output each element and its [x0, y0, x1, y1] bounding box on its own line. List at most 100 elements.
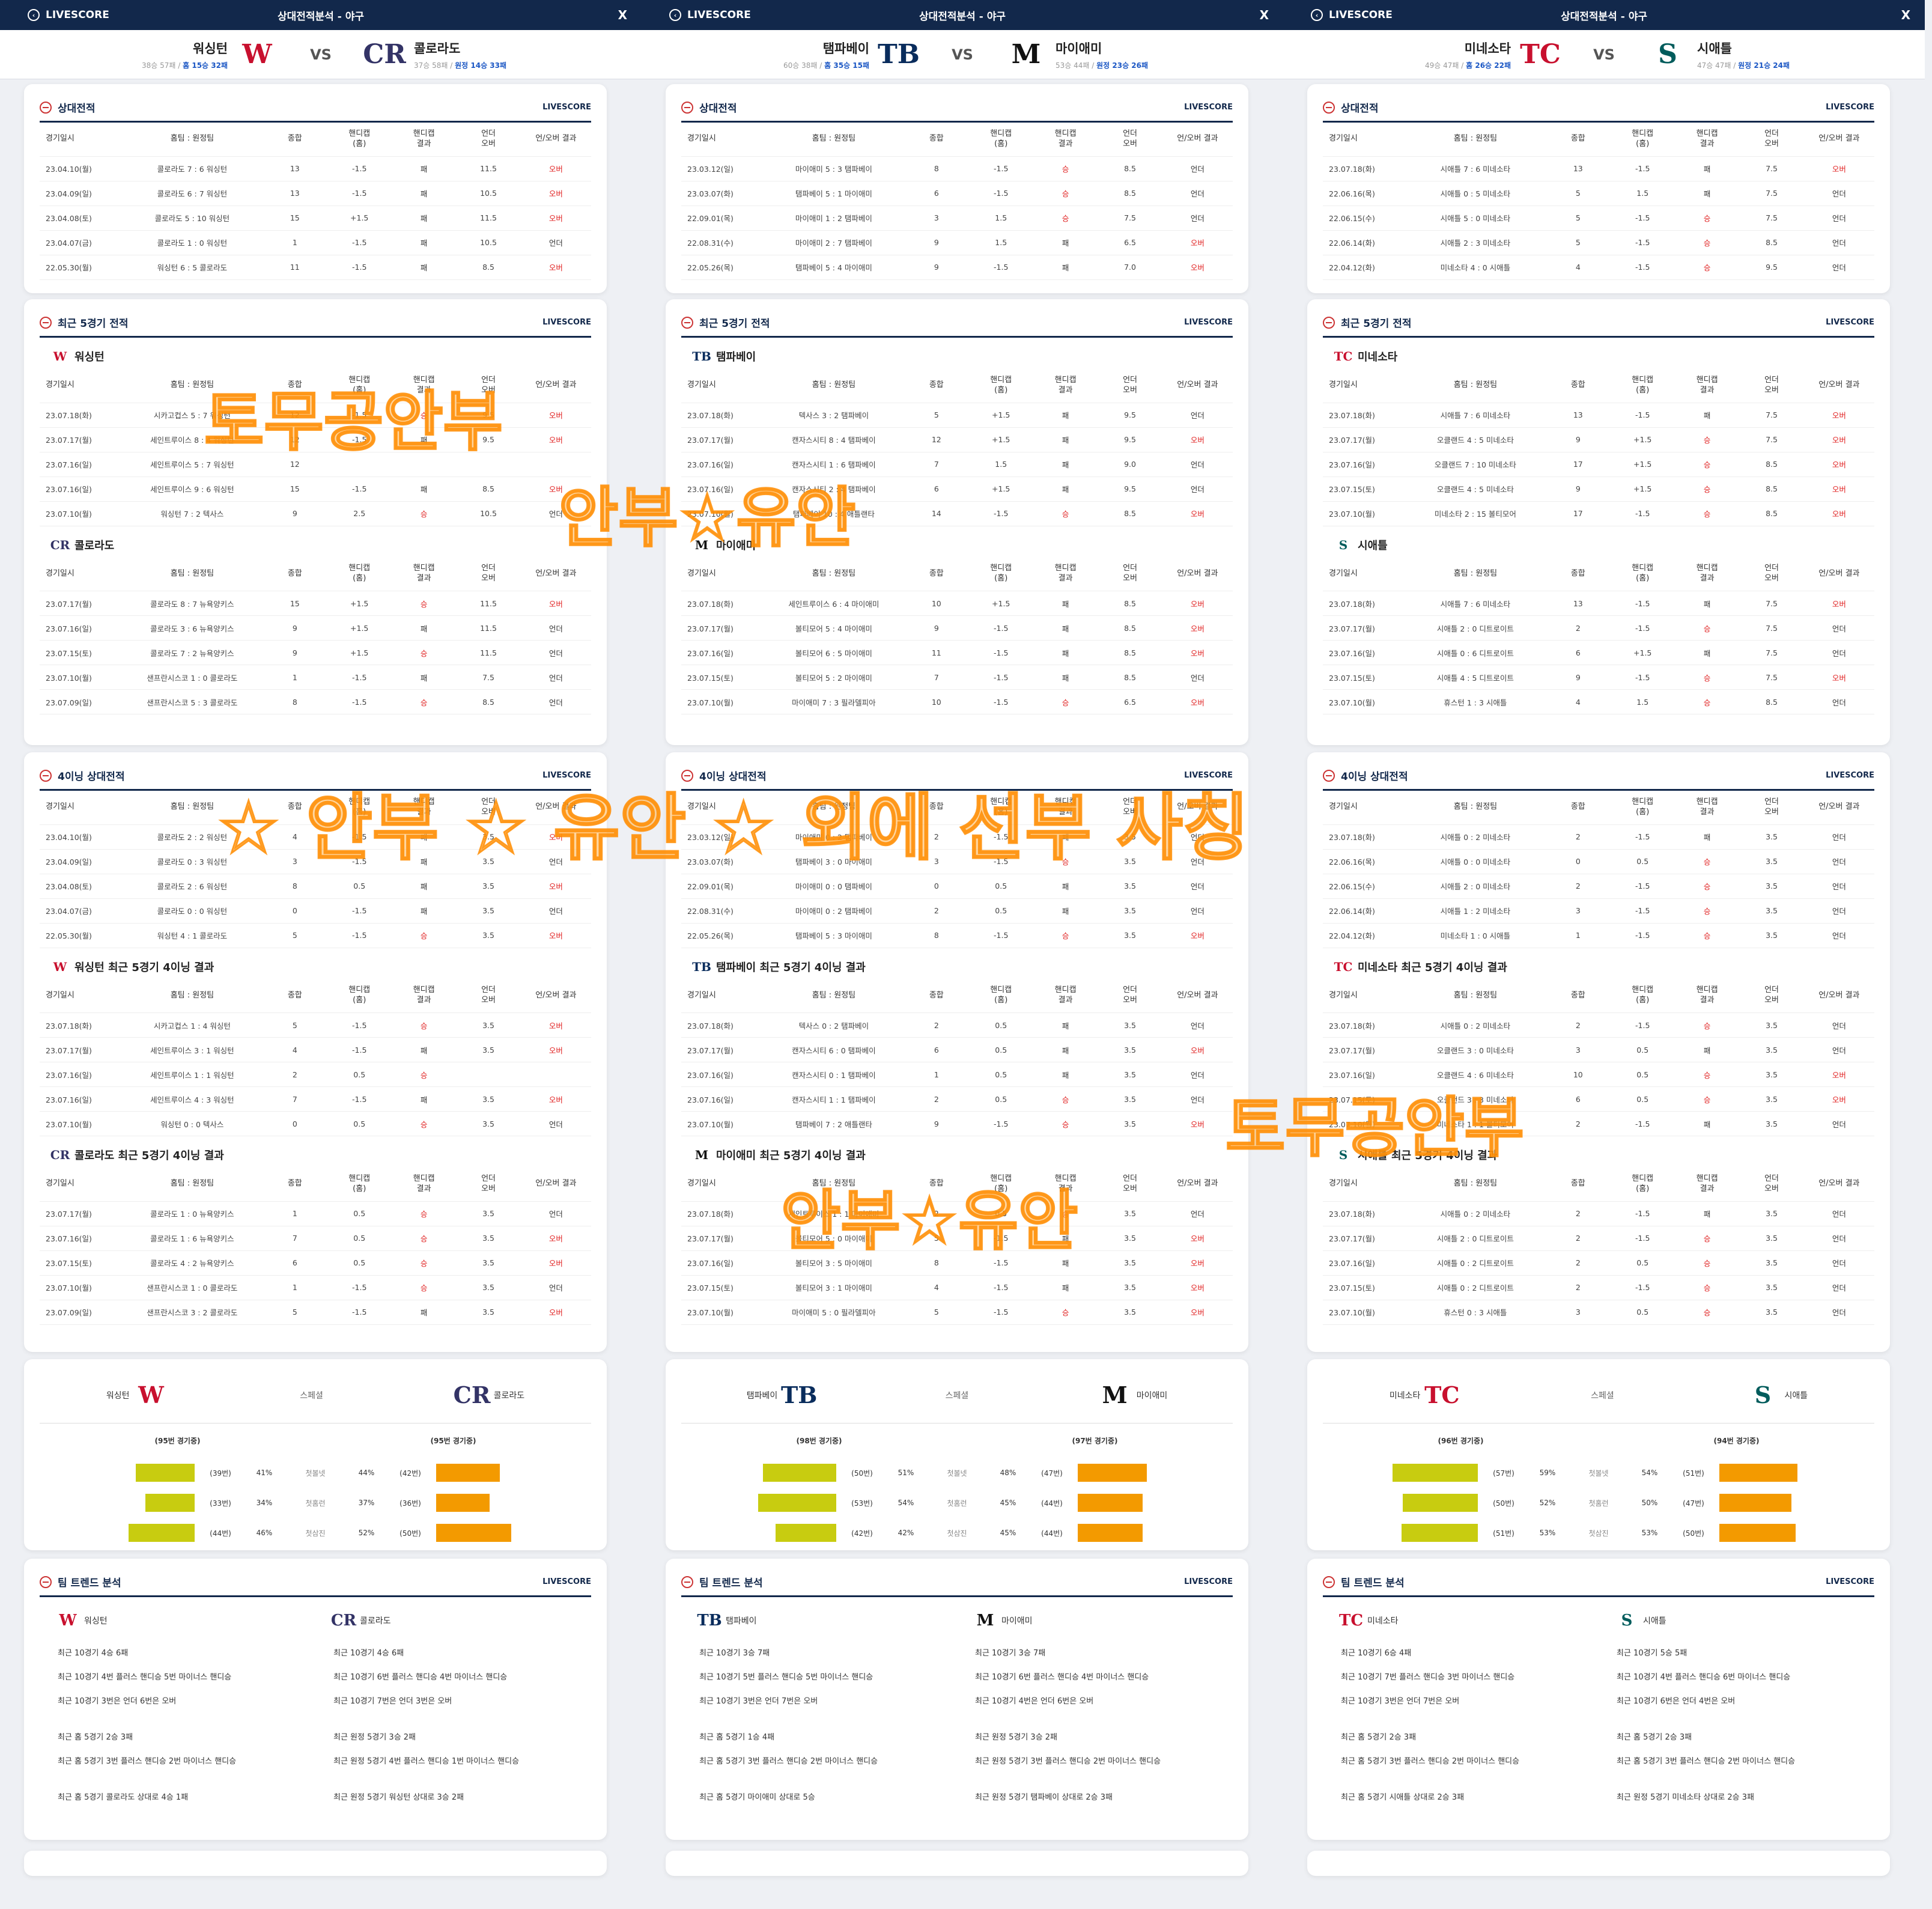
table-row[interactable]: 23.03.07(화) 탬파베이 5 : 1 마이애미 6 -1.5 승 8.5 언더: [681, 181, 1233, 206]
table-row[interactable]: 23.04.07(금) 콜로라도 1 : 0 워싱턴 1 -1.5 패 10.5 언더: [40, 230, 591, 255]
table-row[interactable]: 22.06.15(수) 시애틀 5 : 0 미네소타 5 -1.5 승 7.5 언더: [1323, 206, 1874, 231]
table-row[interactable]: 23.07.17(월) 세인트루이스 3 : 1 워싱턴 4 -1.5 패 3.5 오버: [40, 1037, 591, 1062]
table-row[interactable]: 23.04.10(월) 콜로라도 7 : 6 워싱턴 13 -1.5 패 11.5 오버: [40, 156, 591, 181]
table-row[interactable]: 23.07.16(일) 오클랜드 7 : 10 미네소타 17 +1.5 승 8.5 오버: [1323, 452, 1874, 477]
table-row[interactable]: 22.06.14(화) 시애틀 2 : 3 미네소타 5 -1.5 승 8.5 언더: [1323, 230, 1874, 255]
table-row[interactable]: 23.07.16(일) 캔자스시티 1 : 1 탬파베이 2 0.5 승 3.5 언더: [681, 1086, 1233, 1112]
table-row[interactable]: 23.07.16(일) 세인트루이스 1 : 1 워싱턴 2 0.5 승: [40, 1062, 591, 1087]
table-row[interactable]: 23.07.16(일) 볼티모어 6 : 5 마이애미 11 -1.5 패 8.5 오버: [681, 640, 1233, 665]
table-row[interactable]: 23.07.18(화) 시애틀 7 : 6 미네소타 13 -1.5 패 7.5 오버: [1323, 591, 1874, 616]
table-row[interactable]: 22.06.16(목) 시애틀 0 : 5 미네소타 5 1.5 패 7.5 언더: [1323, 181, 1874, 206]
table-row[interactable]: 23.04.08(토) 콜로라도 2 : 6 워싱턴 8 0.5 패 3.5 오버: [40, 874, 591, 899]
table-row[interactable]: 23.07.10(월) 워싱턴 0 : 0 텍사스 0 0.5 승 3.5 언더: [40, 1111, 591, 1136]
table-row[interactable]: 23.07.18(화) 시애틀 0 : 2 미네소타 2 -1.5 승 3.5 언더: [1323, 1012, 1874, 1038]
table-row[interactable]: 22.06.16(목) 시애틀 0 : 0 미네소타 0 0.5 승 3.5 언더: [1323, 849, 1874, 874]
table-row[interactable]: 23.04.09(일) 콜로라도 6 : 7 워싱턴 13 -1.5 패 10.5 오버: [40, 181, 591, 206]
table-row[interactable]: 23.04.08(토) 콜로라도 5 : 10 워싱턴 15 +1.5 패 11.5 오버: [40, 206, 591, 231]
table-row[interactable]: 23.07.10(월) 마이애미 7 : 3 필라델피아 10 -1.5 승 6.5 오버: [681, 689, 1233, 714]
table-cell: 오버: [1803, 403, 1874, 428]
close-button[interactable]: X: [1259, 8, 1269, 22]
table-row[interactable]: 22.06.14(화) 시애틀 1 : 2 미네소타 3 -1.5 승 3.5 언더: [1323, 898, 1874, 924]
table-row[interactable]: 23.07.16(일) 세인트루이스 4 : 3 워싱턴 7 -1.5 패 3.5 오버: [40, 1086, 591, 1112]
table-row[interactable]: 23.07.10(월) 샌프란시스코 1 : 0 콜로라도 1 -1.5 패 7.5 언더: [40, 665, 591, 690]
table-row[interactable]: 23.07.17(월) 오클랜드 3 : 0 미네소타 3 0.5 패 3.5 언더: [1323, 1037, 1874, 1062]
table-row[interactable]: 23.03.07(화) 탬파베이 3 : 0 마이애미 3 -1.5 승 3.5 언더: [681, 849, 1233, 874]
table-row[interactable]: 23.07.16(일) 콜로라도 3 : 6 뉴욕양키스 9 +1.5 패 11.5 언더: [40, 615, 591, 641]
table-row[interactable]: 23.07.15(토) 시애틀 0 : 2 디트로이트 2 -1.5 승 3.5 언더: [1323, 1275, 1874, 1300]
table-row[interactable]: 23.07.15(토) 오클랜드 3 : 3 미네소타 6 0.5 승 3.5 오버: [1323, 1086, 1874, 1112]
table-row[interactable]: 23.07.10(월) 샌프란시스코 1 : 0 콜로라도 1 -1.5 승 3.5 언더: [40, 1275, 591, 1300]
col-header: 종합: [1546, 557, 1611, 591]
table-row[interactable]: 23.03.12(일) 마이애미 5 : 3 탬파베이 8 -1.5 승 8.5 언더: [681, 156, 1233, 181]
table-row[interactable]: 23.07.16(일) 볼티모어 3 : 5 마이애미 8 -1.5 패 3.5 오버: [681, 1250, 1233, 1276]
table-row[interactable]: 23.07.10(월) 휴스턴 1 : 3 시애틀 4 1.5 승 8.5 언더: [1323, 689, 1874, 714]
table-row[interactable]: 23.07.10(월) 워싱턴 7 : 2 텍사스 9 2.5 승 10.5 언더: [40, 501, 591, 526]
table-row[interactable]: 23.07.18(화) 시카고컵스 1 : 4 워싱턴 5 -1.5 승 3.5 오버: [40, 1012, 591, 1038]
table-row[interactable]: 23.07.15(토) 볼티모어 5 : 2 마이애미 7 -1.5 패 8.5 언더: [681, 665, 1233, 690]
table-row[interactable]: 23.07.16(일) 캔자스시티 2 : 4 탬파베이 6 +1.5 패 9.5 언더: [681, 476, 1233, 502]
table-row[interactable]: 22.09.01(목) 마이애미 1 : 2 탬파베이 3 1.5 승 7.5 언더: [681, 206, 1233, 231]
table-row[interactable]: 22.08.31(수) 마이애미 2 : 7 탬파베이 9 1.5 패 6.5 오버: [681, 230, 1233, 255]
away-logo: S: [1338, 1148, 1348, 1162]
table-row[interactable]: 23.07.16(일) 세인트루이스 5 : 7 워싱턴 12: [40, 452, 591, 477]
table-row[interactable]: 23.07.18(화) 텍사스 3 : 2 탬파베이 5 +1.5 패 9.5 언더: [681, 403, 1233, 428]
table-row[interactable]: 23.07.17(월) 볼티모어 5 : 4 마이애미 9 -1.5 패 8.5 오버: [681, 615, 1233, 641]
table-row[interactable]: 23.07.18(화) 시애틀 7 : 6 미네소타 13 -1.5 패 7.5 오버: [1323, 403, 1874, 428]
table-row[interactable]: 22.05.26(목) 탬파베이 5 : 3 마이애미 8 -1.5 승 3.5 오버: [681, 923, 1233, 948]
table-row[interactable]: 23.07.16(일) 시애틀 0 : 6 디트로이트 6 +1.5 패 7.5 언더: [1323, 640, 1874, 665]
table-row[interactable]: 23.07.16(일) 시애틀 0 : 2 디트로이트 2 0.5 승 3.5 언더: [1323, 1250, 1874, 1276]
table-row[interactable]: 23.07.15(토) 오클랜드 4 : 5 미네소타 9 +1.5 승 8.5 오버: [1323, 476, 1874, 502]
table-row[interactable]: 23.07.18(화) 시애틀 0 : 2 미네소타 2 -1.5 패 3.5 언더: [1323, 1201, 1874, 1226]
table-row[interactable]: 23.04.10(월) 콜로라도 2 : 2 워싱턴 4 -1.5 패 3.5 오버: [40, 824, 591, 850]
table-row[interactable]: 23.07.17(월) 볼티모어 5 : 0 마이애미 5 -1.5 패 3.5 오버: [681, 1226, 1233, 1251]
table-row[interactable]: 23.07.16(일) 캔자스시티 1 : 6 탬파베이 7 1.5 패 9.0 언더: [681, 452, 1233, 477]
close-button[interactable]: X: [618, 8, 627, 22]
table-row[interactable]: 23.07.10(월) 휴스턴 0 : 3 시애틀 3 0.5 승 3.5 언더: [1323, 1300, 1874, 1325]
table-row[interactable]: 23.07.15(토) 콜로라도 4 : 2 뉴욕양키스 6 0.5 승 3.5 오버: [40, 1250, 591, 1276]
table-row[interactable]: 23.07.10(월) 미네소타 1 : 1 볼티모어 2 -1.5 패 3.5 언더: [1323, 1111, 1874, 1136]
table-row[interactable]: 23.07.16(일) 세인트루이스 9 : 6 워싱턴 15 -1.5 패 8.5 오버: [40, 476, 591, 502]
table-row[interactable]: 22.09.01(목) 마이애미 0 : 0 탬파베이 0 0.5 패 3.5 언더: [681, 874, 1233, 899]
table-row[interactable]: 22.05.30(월) 워싱턴 4 : 1 콜로라도 5 -1.5 승 3.5 오버: [40, 923, 591, 948]
table-cell: 8.5: [1739, 689, 1804, 714]
table-cell: 3.5: [1739, 1250, 1804, 1276]
table-row[interactable]: 23.07.15(토) 콜로라도 7 : 2 뉴욕양키스 9 +1.5 승 11.5 언더: [40, 640, 591, 665]
table-row[interactable]: 23.07.17(월) 시애틀 2 : 0 디트로이트 2 -1.5 승 7.5 언더: [1323, 615, 1874, 641]
close-button[interactable]: X: [1901, 8, 1910, 22]
table-row[interactable]: 23.07.10(월) 미네소타 2 : 15 볼티모어 17 -1.5 승 8.5 오버: [1323, 501, 1874, 526]
table-row[interactable]: 23.07.17(월) 세인트루이스 8 : 4 워싱턴 12 -1.5 패 9.5 오버: [40, 427, 591, 452]
table-row[interactable]: 23.07.10(월) 탬파베이 10 : 4 애틀랜타 14 -1.5 승 8.5 오버: [681, 501, 1233, 526]
table-row[interactable]: 22.06.15(수) 시애틀 2 : 0 미네소타 2 -1.5 승 3.5 언더: [1323, 874, 1874, 899]
table-row[interactable]: 23.04.09(일) 콜로라도 0 : 3 워싱턴 3 -1.5 패 3.5 언더: [40, 849, 591, 874]
table-row[interactable]: 23.07.18(화) 시애틀 7 : 6 미네소타 13 -1.5 패 7.5 오버: [1323, 156, 1874, 181]
table-row[interactable]: 23.07.17(월) 캔자스시티 6 : 0 탬파베이 6 0.5 패 3.5 오버: [681, 1037, 1233, 1062]
table-row[interactable]: 23.07.16(일) 캔자스시티 0 : 1 탬파베이 1 0.5 패 3.5 언더: [681, 1062, 1233, 1087]
table-row[interactable]: 23.07.15(토) 시애틀 4 : 5 디트로이트 9 -1.5 승 7.5 오버: [1323, 665, 1874, 690]
table-row[interactable]: 23.07.09(일) 샌프란시스코 3 : 2 콜로라도 5 -1.5 패 3.5 오버: [40, 1300, 591, 1325]
table-row[interactable]: 23.07.16(일) 콜로라도 1 : 6 뉴욕양키스 7 0.5 승 3.5 오버: [40, 1226, 591, 1251]
table-cell: 23.07.17(월): [40, 1201, 122, 1226]
table-row[interactable]: 22.04.12(화) 미네소타 1 : 0 시애틀 1 -1.5 승 3.5 언더: [1323, 923, 1874, 948]
table-row[interactable]: 23.07.10(월) 탬파베이 7 : 2 애틀랜타 9 -1.5 승 3.5 오버: [681, 1111, 1233, 1136]
table-row[interactable]: 23.07.18(화) 시애틀 0 : 2 미네소타 2 -1.5 패 3.5 언더: [1323, 824, 1874, 850]
table-row[interactable]: 23.07.17(월) 캔자스시티 8 : 4 탬파베이 12 +1.5 패 9.5 오버: [681, 427, 1233, 452]
table-row[interactable]: 23.07.10(월) 마이애미 5 : 0 필라델피아 5 -1.5 승 3.5 오버: [681, 1300, 1233, 1325]
table-row[interactable]: 23.07.18(화) 세인트루이스 6 : 4 마이애미 10 +1.5 패 8.5 오버: [681, 591, 1233, 616]
table-row[interactable]: 23.07.18(화) 시카고컵스 5 : 7 워싱턴 12 -1.5 승 9.5 오버: [40, 403, 591, 428]
table-row[interactable]: 23.03.12(일) 마이애미 0 : 2 탬파베이 2 -1.5 패 3.5 언더: [681, 824, 1233, 850]
table-row[interactable]: 23.07.09(일) 샌프란시스코 5 : 3 콜로라도 8 -1.5 승 8.5 언더: [40, 689, 591, 714]
table-row[interactable]: 23.07.18(화) 세인트루이스 1 : 1 마이애미 2 0.5 승 3.5 언더: [681, 1201, 1233, 1226]
table-row[interactable]: 23.04.07(금) 콜로라도 0 : 0 워싱턴 0 -1.5 패 3.5 언더: [40, 898, 591, 924]
baseball-icon: [1323, 1576, 1335, 1588]
table-row[interactable]: 22.04.12(화) 미네소타 4 : 0 시애틀 4 -1.5 승 9.5 언더: [1323, 255, 1874, 280]
table-row[interactable]: 22.05.26(목) 탬파베이 5 : 4 마이애미 9 -1.5 패 7.0 오버: [681, 255, 1233, 280]
table-row[interactable]: 23.07.18(화) 텍사스 0 : 2 탬파베이 2 0.5 패 3.5 언더: [681, 1012, 1233, 1038]
table-row[interactable]: 22.08.31(수) 마이애미 0 : 2 탬파베이 2 0.5 패 3.5 언더: [681, 898, 1233, 924]
table-row[interactable]: 23.07.17(월) 시애틀 2 : 0 디트로이트 2 -1.5 승 3.5 언더: [1323, 1226, 1874, 1251]
table-row[interactable]: 22.05.30(월) 워싱턴 6 : 5 콜로라도 11 -1.5 패 8.5 오버: [40, 255, 591, 280]
table-row[interactable]: 23.07.17(월) 콜로라도 8 : 7 뉴욕양키스 15 +1.5 승 11.5 오버: [40, 591, 591, 616]
table-row[interactable]: 23.07.16(일) 오클랜드 4 : 6 미네소타 10 0.5 승 3.5 오버: [1323, 1062, 1874, 1087]
table-row[interactable]: 23.07.17(월) 오클랜드 4 : 5 미네소타 9 +1.5 승 7.5 오버: [1323, 427, 1874, 452]
table-row[interactable]: 23.07.15(토) 볼티모어 3 : 1 마이애미 4 -1.5 패 3.5 오버: [681, 1275, 1233, 1300]
table-row[interactable]: 23.07.17(월) 콜로라도 1 : 0 뉴욕양키스 1 0.5 승 3.5 언더: [40, 1201, 591, 1226]
